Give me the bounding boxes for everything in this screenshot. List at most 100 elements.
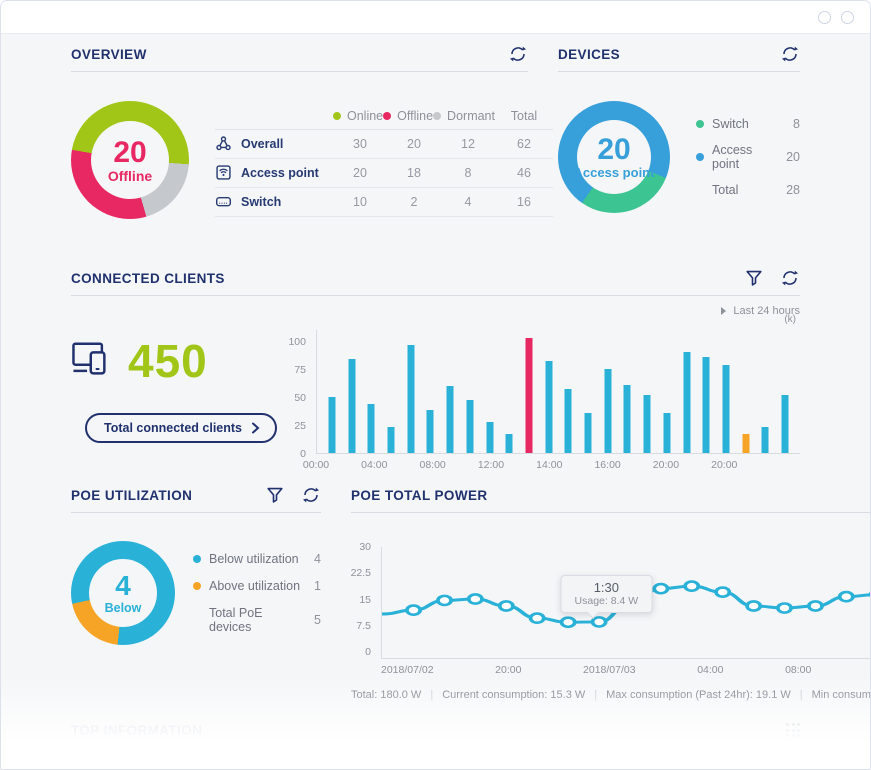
total-connected-clients-button[interactable]: Total connected clients bbox=[85, 413, 277, 443]
clients-bar-chart: (k) 100 75 50 25 0 00:00 04:00 08:00 12:00 14:00… bbox=[286, 314, 800, 475]
y-tick-label: 7.5 bbox=[356, 619, 371, 632]
clients-y-ticks: 100 75 50 25 0 bbox=[286, 330, 310, 475]
line-marker bbox=[776, 602, 793, 614]
y-tick-label: 50 bbox=[294, 392, 306, 404]
cell-value: 10 bbox=[353, 194, 367, 209]
legend-value: 8 bbox=[793, 117, 800, 131]
donut-hole bbox=[91, 121, 169, 199]
cell-value: 4 bbox=[464, 194, 472, 209]
refresh-icon[interactable] bbox=[780, 44, 800, 64]
dashboard-content: OVERVIEW 20 Offline bbox=[1, 34, 870, 769]
cell-value: 20 bbox=[353, 165, 367, 180]
col-total: Total bbox=[510, 109, 538, 123]
y-tick-label: 75 bbox=[294, 364, 306, 376]
donut-hole bbox=[577, 120, 651, 194]
line-marker bbox=[837, 590, 855, 603]
y-tick-label: 0 bbox=[300, 448, 306, 460]
cell-value: 18 bbox=[407, 165, 421, 180]
line-marker bbox=[559, 616, 577, 629]
grid-dots-icon[interactable] bbox=[786, 723, 800, 737]
next-section-preview: TOP INFORMATION bbox=[71, 723, 800, 738]
x-tick-label: 2018/07/02 bbox=[381, 664, 434, 676]
chevron-right-icon bbox=[252, 422, 260, 434]
line-marker bbox=[683, 580, 701, 592]
time-range-label: Last 24 hours bbox=[733, 304, 800, 317]
stat-item: Current consumption: 15.3 W bbox=[442, 689, 586, 701]
devices-icon bbox=[72, 342, 106, 375]
client-bar bbox=[407, 345, 415, 453]
refresh-icon[interactable] bbox=[508, 44, 528, 64]
legend-label: Above utilization bbox=[209, 579, 301, 593]
client-bar bbox=[604, 369, 612, 453]
online-dot bbox=[333, 112, 341, 120]
filter-icon[interactable] bbox=[266, 486, 284, 504]
client-bar bbox=[525, 338, 533, 453]
line-marker bbox=[590, 616, 608, 628]
x-tick-label: 04:00 bbox=[361, 459, 388, 471]
x-tick-label: 14:00 bbox=[536, 459, 563, 471]
refresh-icon[interactable] bbox=[301, 485, 321, 505]
legend-label: Below utilization bbox=[209, 552, 299, 566]
client-bar bbox=[387, 427, 395, 453]
legend-value: 28 bbox=[786, 183, 800, 197]
y-tick-label: 30 bbox=[359, 541, 371, 553]
legend-value: 1 bbox=[314, 579, 321, 593]
client-bar bbox=[328, 397, 336, 453]
table-row[interactable]: Switch 10 2 4 16 bbox=[215, 188, 553, 217]
x-tick-label: 04:00 bbox=[697, 664, 724, 676]
window-control-circle[interactable] bbox=[818, 10, 831, 24]
x-tick-label: 20:00 bbox=[495, 664, 522, 676]
y-axis-unit: (k) bbox=[784, 314, 796, 325]
line-marker bbox=[745, 600, 763, 612]
time-range-selector[interactable]: Last 24 hours bbox=[286, 303, 800, 318]
legend-item-above[interactable]: Above utilization 1 bbox=[193, 579, 321, 593]
overview-table-header: Online Offline Dormant Total bbox=[215, 104, 553, 130]
y-tick-label: 100 bbox=[288, 336, 306, 348]
cell-value: 2 bbox=[410, 194, 418, 209]
client-bar bbox=[348, 359, 356, 453]
poe-y-ticks: 30 22.5 15 7.5 0 bbox=[351, 541, 375, 676]
poe-total-power-title: POE TOTAL POWER bbox=[351, 487, 488, 503]
table-row[interactable]: Overall 30 20 12 62 bbox=[215, 130, 553, 159]
filter-icon[interactable] bbox=[745, 269, 763, 287]
poe-line-svg bbox=[381, 580, 870, 629]
client-bar bbox=[643, 395, 651, 453]
client-bar bbox=[505, 434, 513, 453]
overview-section: OVERVIEW 20 Offline bbox=[71, 34, 553, 258]
client-bar bbox=[663, 413, 671, 453]
poe-utilization-section: POE UTILIZATION 4 Below bbox=[71, 475, 321, 701]
connected-clients-section: CONNECTED CLIENTS 450 bbox=[71, 258, 800, 475]
line-marker bbox=[466, 593, 484, 605]
x-tick-label: 08:00 bbox=[785, 664, 812, 676]
client-bar bbox=[584, 413, 592, 453]
window-control-circle[interactable] bbox=[841, 10, 854, 24]
stat-item: Total: 180.0 W bbox=[351, 689, 422, 701]
cell-value: 12 bbox=[461, 136, 475, 151]
top-information-title: TOP INFORMATION bbox=[71, 723, 203, 738]
client-bar bbox=[702, 357, 710, 453]
refresh-icon[interactable] bbox=[780, 268, 800, 288]
clients-x-labels: 00:00 04:00 08:00 12:00 14:00 16:00 20:00 20:00 bbox=[303, 459, 800, 475]
clients-bar-plot bbox=[316, 330, 800, 454]
line-marker bbox=[497, 600, 515, 612]
play-triangle-icon bbox=[721, 306, 727, 315]
client-bar bbox=[486, 422, 494, 453]
cell-value: 46 bbox=[517, 165, 531, 180]
table-row[interactable]: Access point 20 18 8 46 bbox=[215, 159, 553, 188]
connected-clients-title: CONNECTED CLIENTS bbox=[71, 270, 225, 286]
x-tick-label: 16:00 bbox=[594, 459, 621, 471]
x-tick-label: 00:00 bbox=[302, 459, 330, 471]
client-bar bbox=[623, 385, 631, 453]
time-range-selector[interactable]: Last 24 hours bbox=[351, 520, 870, 535]
client-bar bbox=[426, 410, 434, 453]
legend-item-access-point[interactable]: Access point 20 bbox=[696, 143, 800, 171]
overview-table: Online Offline Dormant Total Overall 30 … bbox=[215, 104, 553, 217]
legend-item-switch[interactable]: Switch 8 bbox=[696, 117, 800, 131]
client-bar bbox=[446, 386, 454, 453]
legend-item-below[interactable]: Below utilization 4 bbox=[193, 552, 321, 566]
line-marker bbox=[528, 612, 546, 625]
legend-item-total: Total 28 bbox=[696, 183, 800, 197]
legend-value: 5 bbox=[314, 613, 321, 627]
